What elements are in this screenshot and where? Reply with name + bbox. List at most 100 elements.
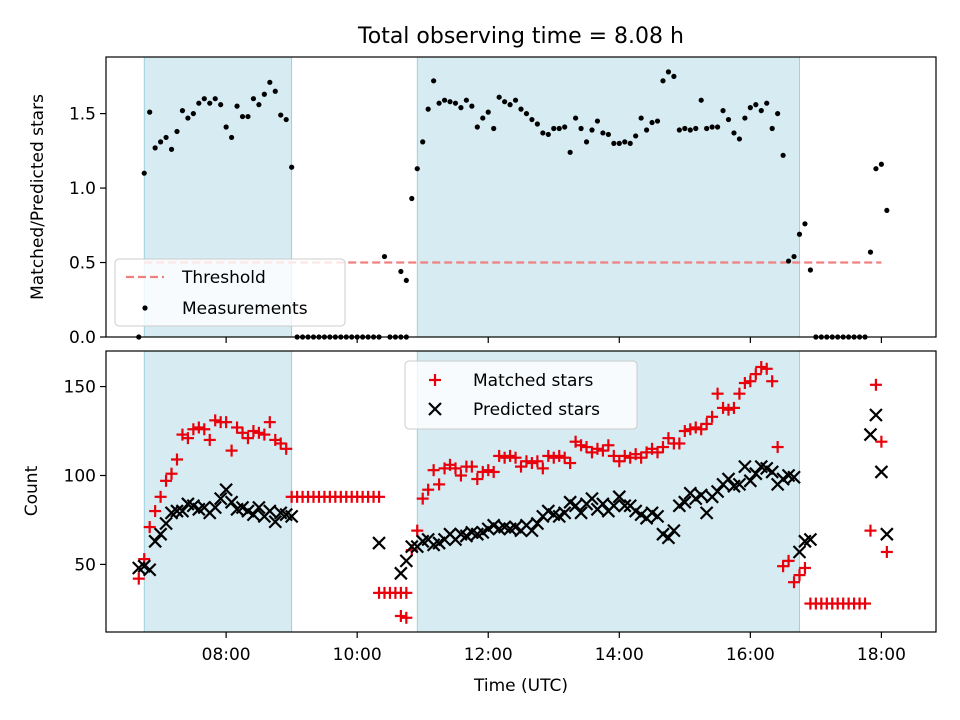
measurement-point: [267, 79, 273, 85]
measurement-point: [496, 94, 502, 100]
measurement-point: [736, 136, 743, 142]
measurement-point: [605, 131, 611, 138]
legend-predicted-swatch: [428, 402, 442, 416]
measurement-point: [163, 134, 169, 141]
matched-point: [542, 449, 555, 462]
x-tick-label: 18:00: [857, 645, 906, 665]
matched-point: [181, 432, 194, 445]
matched-point: [433, 478, 446, 491]
measurement-point: [441, 97, 448, 103]
y-tick-label: 50: [74, 555, 96, 575]
predicted-point: [219, 482, 233, 497]
measurement-point: [622, 139, 628, 145]
measurement-point: [228, 134, 235, 141]
predicted-point: [749, 466, 763, 481]
y-axis-ticks: 50 100 150: [64, 378, 106, 575]
legend-matched-label: Matched stars: [473, 371, 593, 391]
measurement-point: [627, 140, 633, 146]
measurement-point: [540, 130, 546, 136]
y-tick-label: 1.5: [69, 105, 96, 125]
matched-point: [509, 451, 522, 464]
matched-point: [684, 423, 697, 436]
measurement-point: [551, 125, 557, 132]
matched-point: [706, 410, 719, 423]
measurement-point: [196, 100, 202, 106]
predicted-point: [568, 498, 583, 513]
count-y-axis-label: Count: [22, 465, 42, 516]
predicted-point: [792, 545, 807, 559]
matched-point: [673, 437, 686, 450]
predicted-point: [252, 500, 266, 515]
measurement-point: [469, 103, 475, 109]
predicted-point: [869, 408, 883, 422]
matched-point: [454, 469, 467, 482]
measurement-point: [534, 121, 540, 127]
measurement-point: [431, 78, 437, 84]
measurement-point: [398, 268, 404, 275]
matched-point: [274, 437, 287, 450]
matched-point: [738, 377, 751, 390]
ratio-legend: Threshold Measurements: [114, 258, 346, 327]
matched-point: [220, 416, 233, 429]
predicted-point: [738, 459, 752, 474]
measurement-point: [480, 115, 486, 121]
predicted-point: [732, 477, 747, 492]
measurement-point: [174, 128, 180, 135]
matched-point: [515, 460, 527, 473]
measurement-point: [709, 124, 715, 130]
measurement-point: [256, 102, 262, 108]
predicted-point: [394, 566, 408, 581]
matched-point: [192, 421, 205, 434]
measurement-point: [562, 124, 568, 130]
measurement-point: [512, 97, 519, 103]
measurement-point: [409, 195, 415, 202]
measurement-point: [272, 88, 278, 94]
measurement-point: [168, 146, 175, 152]
matched-point: [618, 449, 631, 462]
matched-point: [504, 449, 517, 462]
measurement-point: [660, 78, 666, 84]
matched-point: [547, 451, 560, 464]
predicted-point: [142, 562, 157, 577]
predicted-point: [284, 509, 299, 524]
matched-point: [717, 401, 730, 414]
measurement-point: [878, 161, 884, 167]
measurement-point: [780, 152, 786, 158]
predicted-point: [399, 554, 414, 568]
measurement-point: [518, 106, 524, 112]
measurement-point: [873, 166, 879, 172]
matched-point: [859, 597, 872, 610]
count-plot-frame: [105, 350, 937, 633]
ratio-plot-frame: [105, 56, 937, 338]
measurement-point: [742, 115, 748, 121]
predicted-point: [596, 497, 610, 511]
predicted-point: [650, 509, 665, 524]
matched-point: [280, 442, 293, 455]
measurement-point: [682, 125, 688, 132]
matched-point: [411, 524, 424, 537]
matched-point: [793, 569, 806, 582]
measurement-point: [796, 231, 803, 237]
predicted-point: [525, 523, 539, 538]
measurement-point: [452, 100, 459, 106]
x-tick-label: 16:00: [726, 645, 775, 665]
matched-point: [777, 560, 790, 573]
predicted-point: [268, 514, 283, 529]
measurement-point: [556, 125, 562, 132]
chart-title: Total observing time = 8.08 h: [357, 24, 684, 49]
measurement-point: [201, 96, 207, 102]
matched-point: [154, 490, 167, 503]
matched-point: [236, 426, 249, 439]
matched-point: [766, 375, 779, 388]
matched-point: [788, 576, 801, 589]
measurement-point: [179, 108, 186, 114]
matched-point: [241, 432, 254, 445]
x-axis-ticks: [225, 337, 882, 343]
measurement-point: [436, 100, 442, 106]
matched-point: [231, 421, 244, 434]
matched-point: [695, 423, 708, 436]
predicted-point: [667, 523, 681, 538]
predicted-point: [175, 504, 190, 518]
measurement-point: [573, 115, 579, 121]
matched-point: [798, 561, 811, 574]
